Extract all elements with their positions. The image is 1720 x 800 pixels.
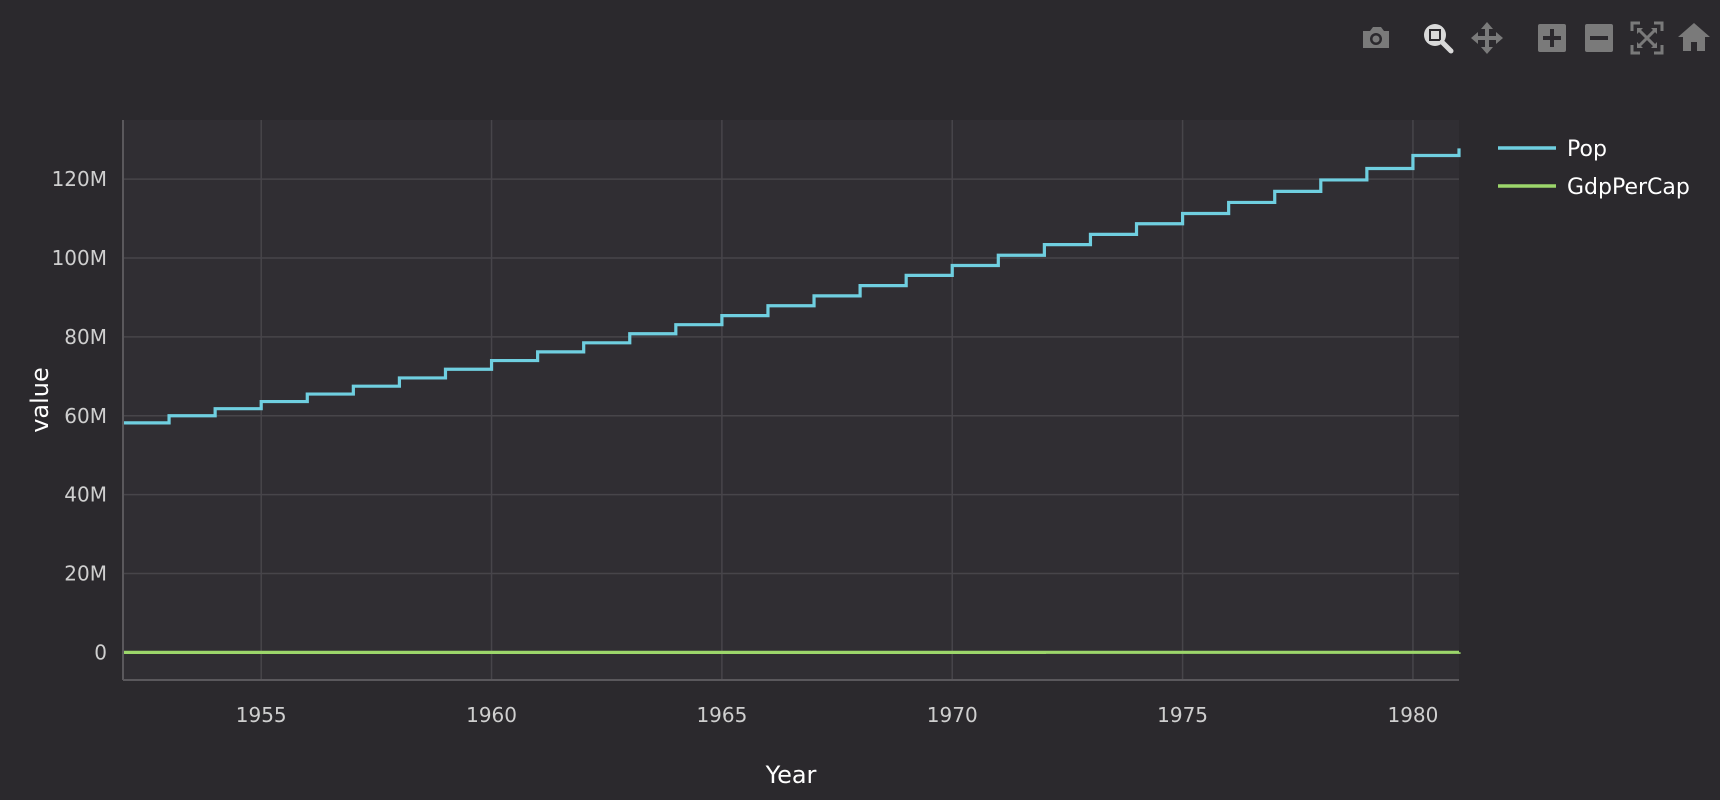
zoom-out-icon <box>1585 24 1613 52</box>
x-tick-label: 1960 <box>466 703 517 727</box>
reset-axes-button[interactable] <box>1674 18 1714 58</box>
y-tick-label: 20M <box>64 562 107 586</box>
grid <box>123 120 1459 680</box>
x-tick-label: 1970 <box>927 703 978 727</box>
y-tick-label: 40M <box>64 483 107 507</box>
pan-button[interactable] <box>1467 18 1507 58</box>
series-layer <box>123 148 1461 654</box>
x-tick-label: 1965 <box>696 703 747 727</box>
axes: 1955 1960 1965 1970 1975 1980 0 20M 40M 60M 80M 100… <box>52 120 1459 727</box>
zoom-in-icon <box>1538 24 1566 52</box>
y-axis-title: value <box>26 367 54 433</box>
zoom-button[interactable] <box>1418 18 1458 58</box>
legend-label: GdpPerCap <box>1567 175 1690 200</box>
series-line-pop[interactable] <box>123 148 1461 425</box>
home-icon <box>1678 23 1710 51</box>
y-tick-label: 100M <box>52 246 107 270</box>
y-tick-label: 120M <box>52 167 107 191</box>
camera-icon <box>1363 27 1389 48</box>
x-tick-label: 1975 <box>1157 703 1208 727</box>
x-tick-label: 1980 <box>1387 703 1438 727</box>
modebar <box>1320 18 1720 58</box>
zoom-in-button[interactable] <box>1532 18 1572 58</box>
y-tick-label: 80M <box>64 325 107 349</box>
zoom-icon <box>1424 24 1454 54</box>
legend-item-pop[interactable]: Pop <box>1498 137 1607 162</box>
x-tick-label: 1955 <box>236 703 287 727</box>
zoom-out-button[interactable] <box>1579 18 1619 58</box>
y-tick-label: 60M <box>64 404 107 428</box>
autoscale-button[interactable] <box>1627 18 1667 58</box>
legend: Pop GdpPerCap <box>1498 137 1690 200</box>
legend-label: Pop <box>1567 137 1607 162</box>
legend-item-gdppercap[interactable]: GdpPerCap <box>1498 175 1690 200</box>
pan-icon <box>1471 22 1503 54</box>
y-tick-label: 0 <box>94 640 107 664</box>
plot-area[interactable] <box>123 120 1459 680</box>
autoscale-icon <box>1630 21 1664 55</box>
camera-button[interactable] <box>1356 18 1396 58</box>
x-axis-title: Year <box>765 761 817 789</box>
